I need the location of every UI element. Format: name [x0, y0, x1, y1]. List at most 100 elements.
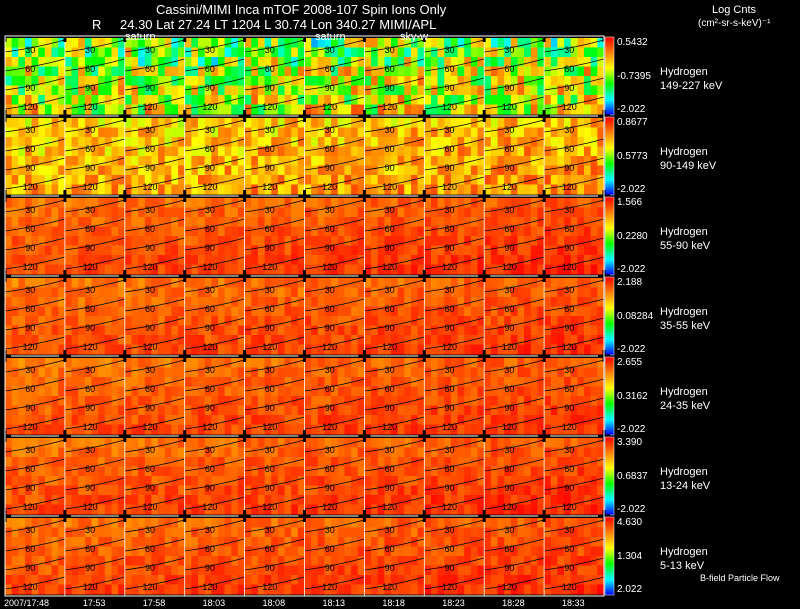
heatmap-cell: [71, 127, 79, 138]
heatmap-cell: [211, 165, 219, 176]
heatmap-cell: [557, 245, 565, 256]
heatmap-cell: [224, 325, 232, 336]
heatmap-cell: [257, 476, 266, 487]
heatmap-cell: [450, 424, 459, 435]
contour-label: 60: [504, 464, 514, 474]
colorbar: [604, 196, 615, 276]
heatmap-cell: [171, 287, 179, 298]
heatmap-cell: [417, 316, 425, 327]
cross-marker: [303, 110, 306, 122]
heatmap-cell: [384, 325, 392, 336]
heatmap-cell: [557, 325, 565, 336]
heatmap-cell: [291, 38, 299, 49]
contour-line: [244, 458, 305, 472]
heatmap-cell: [111, 137, 119, 148]
heatmap-cell: [58, 226, 66, 237]
heatmap-cell: [484, 137, 492, 148]
heatmap-cell: [218, 118, 226, 129]
heatmap-cell: [384, 278, 392, 289]
heatmap-cell: [297, 424, 306, 435]
heatmap-cell: [51, 447, 59, 458]
heatmap-cell: [397, 95, 405, 106]
heatmap-cell: [91, 415, 99, 426]
heatmap-cell: [564, 236, 572, 247]
heatmap-cell: [231, 358, 239, 369]
heatmap-cell: [224, 358, 232, 369]
heatmap-cell: [351, 245, 359, 256]
heatmap-cell: [158, 457, 166, 468]
heatmap-cell: [184, 76, 192, 87]
heatmap-cell: [237, 38, 246, 49]
heatmap-cell: [178, 415, 186, 426]
heatmap-cell: [510, 358, 519, 369]
heatmap-cell: [497, 335, 505, 346]
heatmap-cell: [58, 504, 66, 515]
heatmap-cell: [504, 405, 512, 416]
heatmap-cell: [544, 325, 552, 336]
heatmap-cell: [224, 344, 232, 355]
heatmap-cell: [138, 504, 146, 515]
heatmap-cell: [104, 377, 113, 388]
heatmap-cell: [178, 377, 186, 388]
heatmap-cell: [457, 325, 465, 336]
heatmap-cell: [25, 95, 33, 106]
heatmap-cell: [450, 255, 459, 266]
heatmap-cell: [351, 335, 359, 346]
heatmap-cell: [517, 137, 525, 148]
heatmap-cell: [570, 156, 578, 167]
heatmap-cell: [71, 306, 79, 317]
heatmap-cell: [457, 287, 465, 298]
heatmap-cell: [377, 165, 385, 176]
heatmap-cell: [158, 146, 166, 157]
heatmap-cell: [457, 424, 465, 435]
contour-line: [304, 378, 365, 392]
heatmap-cell: [497, 278, 505, 289]
heatmap-cell: [590, 405, 598, 416]
heatmap-cell: [550, 306, 559, 317]
heatmap-cell: [284, 137, 292, 148]
heatmap-cell: [64, 358, 73, 369]
heatmap-cell: [91, 457, 99, 468]
heatmap-cell: [577, 316, 585, 327]
heatmap-cell: [570, 287, 578, 298]
heatmap-cell: [211, 316, 219, 327]
heatmap-cell: [411, 217, 419, 228]
heatmap-cell: [357, 415, 365, 426]
heatmap-cell: [191, 438, 199, 449]
heatmap-cell: [277, 476, 286, 487]
heatmap-cell: [317, 438, 326, 449]
heatmap-cell: [317, 306, 326, 317]
heatmap-cell: [124, 466, 133, 477]
heatmap-cell: [231, 165, 239, 176]
heatmap-cell: [218, 415, 226, 426]
heatmap-cell: [151, 255, 159, 266]
heatmap-cell: [144, 255, 153, 266]
heatmap-cell: [417, 504, 425, 515]
energy-band-4: 3060901203060901203060901203060901203060…: [0, 350, 615, 436]
heatmap-cell: [218, 264, 226, 275]
heatmap-cell: [164, 38, 172, 49]
heatmap-cell: [490, 367, 499, 378]
heatmap-cell: [251, 175, 259, 186]
heatmap-cell: [344, 504, 352, 515]
heatmap-cell: [124, 335, 133, 346]
heatmap-cell: [291, 396, 299, 407]
heatmap-cell: [530, 47, 539, 58]
heatmap-cell: [331, 287, 339, 298]
heatmap-cell: [218, 335, 226, 346]
heatmap-cell: [304, 104, 312, 115]
heatmap-cell: [324, 457, 332, 468]
heatmap-cell: [124, 165, 133, 176]
contour-line: [244, 199, 305, 213]
heatmap-cell: [264, 38, 272, 49]
heatmap-cell: [5, 325, 13, 336]
heatmap-cell: [144, 198, 153, 209]
heatmap-cell: [198, 76, 206, 87]
heatmap-cell: [490, 66, 499, 77]
